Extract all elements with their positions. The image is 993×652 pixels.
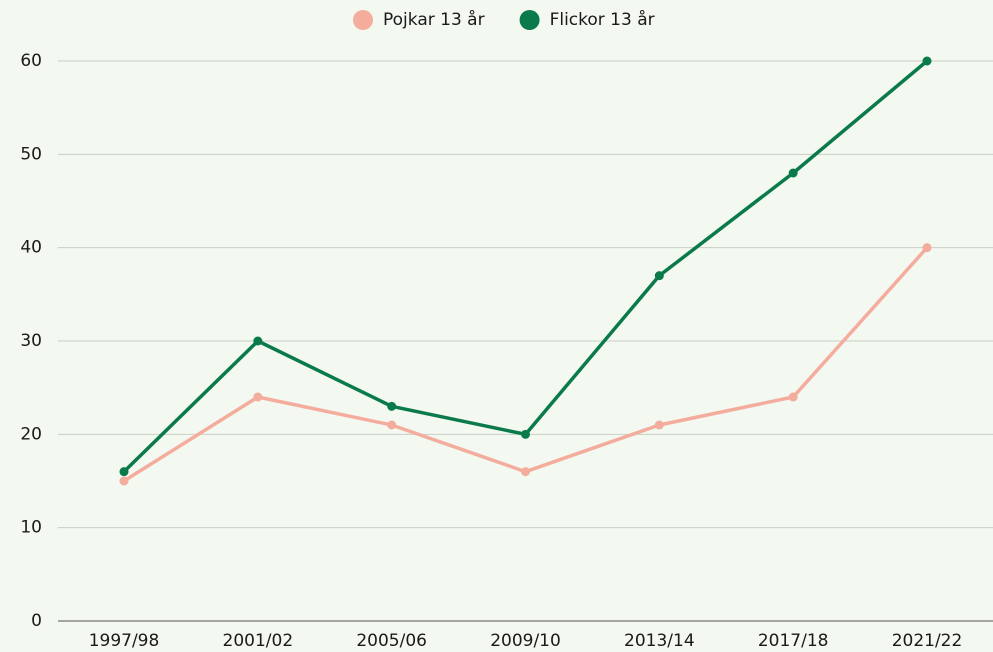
x-tick-label: 2001/02	[223, 631, 294, 651]
legend-label: Flickor 13 år	[550, 9, 655, 30]
x-tick-label: 2005/06	[356, 631, 427, 651]
data-point	[387, 401, 397, 411]
data-point	[922, 243, 932, 253]
line-series	[123, 246, 929, 483]
data-point	[387, 420, 397, 430]
x-tick-label: 1997/98	[89, 631, 160, 651]
data-point	[922, 56, 932, 66]
y-tick-label: 30	[20, 331, 42, 351]
data-point	[788, 392, 798, 402]
data-point	[654, 271, 664, 281]
y-tick-label: 40	[20, 238, 42, 258]
data-point	[788, 168, 798, 178]
legend-marker	[353, 10, 373, 30]
y-tick-label: 50	[20, 144, 42, 164]
y-tick-label: 0	[31, 611, 42, 631]
data-point	[654, 420, 664, 430]
data-point	[253, 392, 263, 402]
legend-label: Pojkar 13 år	[383, 9, 485, 30]
data-point	[119, 467, 129, 477]
x-tick-label: 2009/10	[490, 631, 561, 651]
x-tick-label: 2017/18	[758, 631, 829, 651]
x-tick-label: 2021/22	[892, 631, 963, 651]
data-point	[521, 467, 530, 477]
x-tick-label: 2013/14	[624, 631, 695, 651]
data-point	[253, 336, 263, 346]
y-tick-label: 20	[20, 424, 42, 444]
data-point	[521, 429, 530, 439]
legend-marker	[519, 10, 540, 30]
line-series	[122, 59, 929, 473]
y-tick-label: 10	[20, 518, 42, 538]
data-point	[119, 476, 129, 486]
y-tick-label: 60	[20, 51, 42, 71]
